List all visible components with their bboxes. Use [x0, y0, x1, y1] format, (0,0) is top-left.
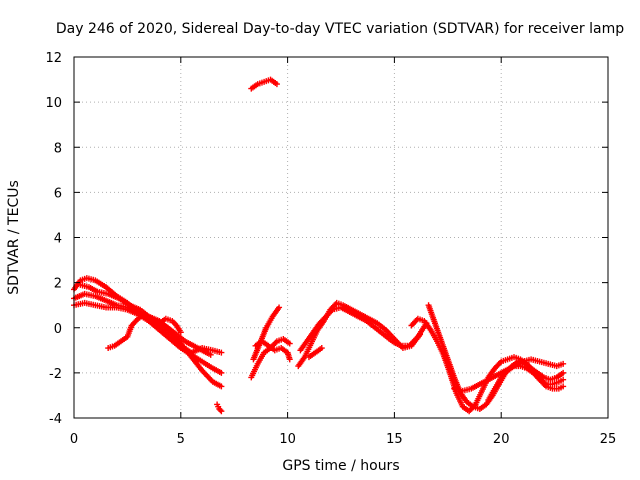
data-point: [218, 369, 225, 376]
y-tick-label: 10: [45, 96, 62, 111]
series-track-k: [295, 299, 424, 370]
y-tick-label: 4: [54, 232, 62, 247]
series-track-c: [71, 299, 225, 356]
series-track-m: [305, 345, 325, 361]
data-point: [177, 329, 184, 336]
series-track-o: [425, 302, 567, 412]
grid: [74, 57, 608, 418]
x-tick-label: 10: [279, 432, 296, 447]
y-tick-label: -4: [49, 412, 62, 427]
series-track-h: [248, 336, 293, 381]
series-track-j: [252, 338, 293, 363]
data-point: [207, 351, 214, 358]
data-point: [560, 360, 567, 367]
y-tick-label: 2: [54, 277, 62, 292]
y-tick-label: 6: [54, 186, 62, 201]
series-track-e: [77, 281, 214, 358]
data-point: [217, 407, 224, 414]
data-points: [71, 76, 567, 415]
data-point: [560, 383, 567, 390]
data-point: [286, 356, 293, 363]
data-point: [286, 340, 293, 347]
data-point: [218, 408, 225, 415]
data-point: [560, 369, 567, 376]
x-tick-label: 20: [493, 432, 510, 447]
x-tick-label: 5: [177, 432, 185, 447]
chart-title: Day 246 of 2020, Sidereal Day-to-day VTE…: [56, 21, 624, 37]
y-tick-label: -2: [49, 367, 62, 382]
series-track-g: [248, 76, 280, 92]
data-point: [318, 345, 325, 352]
series-track-q: [485, 363, 567, 403]
data-point: [218, 383, 225, 390]
series-track-l: [297, 304, 430, 354]
axis-ticks: 0 5 10 15 20 25 -4 -2 0 2 4 6 8 10 12: [45, 51, 616, 447]
data-point: [276, 304, 283, 311]
data-point: [273, 81, 280, 88]
data-point: [560, 376, 567, 383]
data-point: [218, 349, 225, 356]
y-tick-label: 0: [54, 322, 62, 337]
y-axis-label: SDTVAR / TECUs: [6, 180, 22, 295]
x-tick-label: 15: [386, 432, 403, 447]
x-tick-label: 25: [600, 432, 617, 447]
x-tick-label: 0: [70, 432, 78, 447]
series-track-f: [214, 401, 225, 415]
y-tick-label: 12: [45, 51, 62, 66]
y-tick-label: 8: [54, 141, 62, 156]
x-axis-label: GPS time / hours: [282, 458, 399, 474]
